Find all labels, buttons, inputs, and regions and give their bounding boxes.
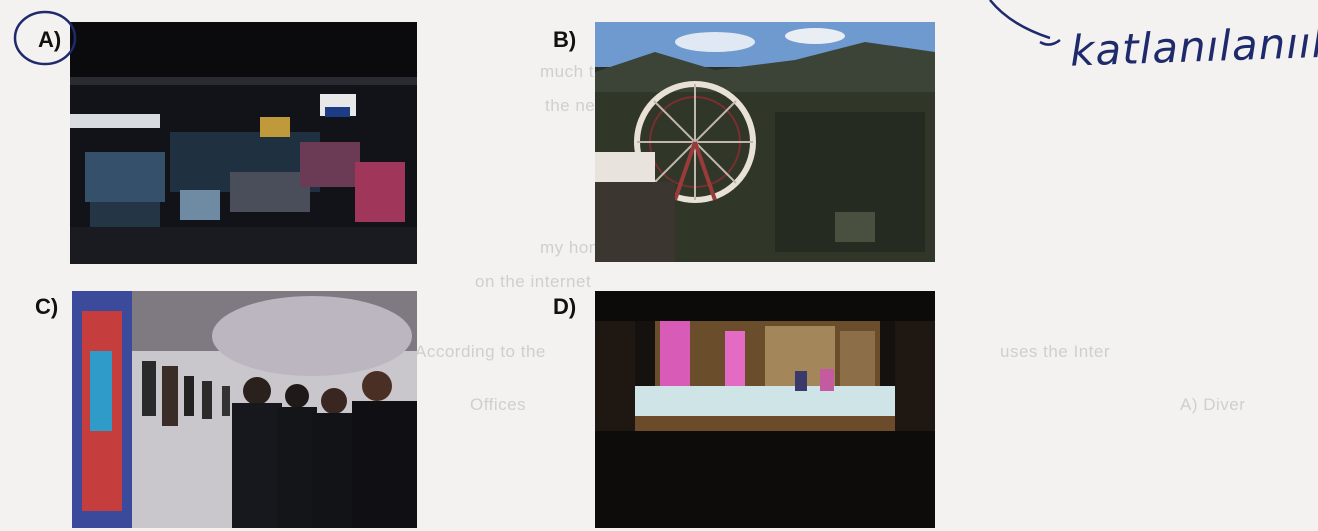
option-d-label: D)	[553, 294, 577, 319]
photo-d-theatre-stage	[595, 291, 935, 528]
ghost-text: on the internet	[475, 272, 592, 291]
ghost-text: uses the Inter	[1000, 342, 1111, 361]
handwritten-note: katlanılanıılı	[1069, 17, 1318, 76]
photo-c-art-gallery	[72, 291, 417, 528]
photo-a-book-fair	[70, 22, 417, 264]
arrow-stroke	[989, 0, 1051, 40]
photo-b-ferris-wheel	[595, 22, 935, 262]
option-c-label: C)	[35, 294, 59, 319]
ghost-text: According to the	[415, 342, 546, 361]
option-a-label: A)	[38, 27, 62, 52]
option-b-label: B)	[553, 27, 577, 52]
ghost-text: A) Diver	[1180, 395, 1246, 414]
ghost-text: Offices	[470, 395, 527, 414]
